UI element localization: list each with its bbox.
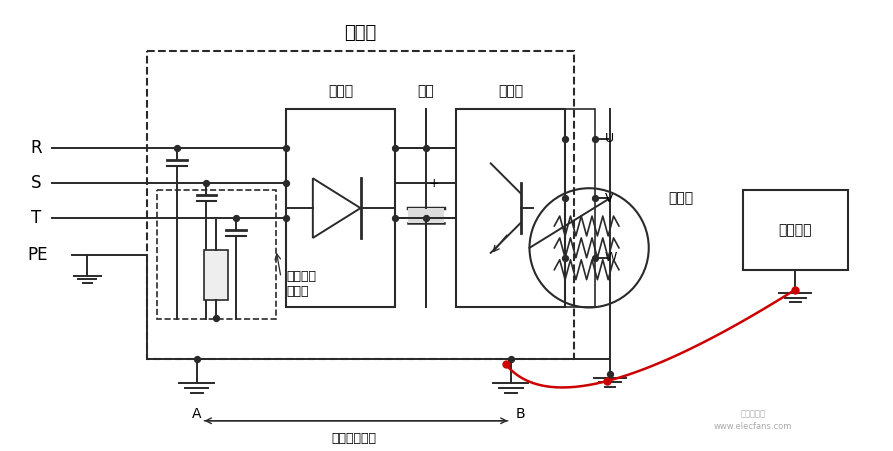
Point — [419, 214, 433, 221]
Point — [279, 214, 293, 221]
Point — [603, 370, 617, 377]
Point — [189, 355, 204, 363]
Bar — [456, 109, 565, 308]
Point — [388, 145, 403, 152]
Text: U: U — [605, 132, 614, 145]
Point — [498, 360, 513, 368]
Bar — [286, 109, 396, 308]
Point — [209, 315, 223, 322]
Text: V: V — [605, 192, 613, 205]
Point — [789, 286, 803, 293]
Bar — [146, 51, 574, 359]
Point — [504, 355, 518, 363]
Text: 逆变桥: 逆变桥 — [498, 84, 523, 98]
Point — [279, 179, 293, 187]
Text: T: T — [30, 209, 41, 227]
Point — [279, 145, 293, 152]
Text: 机械设备: 机械设备 — [779, 223, 812, 237]
Text: 感应浪涌
滤波器: 感应浪涌 滤波器 — [286, 270, 316, 298]
Point — [558, 194, 572, 202]
Point — [170, 145, 184, 152]
Text: 变频器接地端: 变频器接地端 — [331, 432, 376, 445]
Bar — [408, 208, 444, 223]
Text: R: R — [30, 139, 42, 157]
Point — [600, 377, 614, 385]
Text: S: S — [30, 174, 41, 192]
Text: PE: PE — [28, 246, 48, 264]
Text: B: B — [515, 407, 525, 421]
Point — [419, 145, 433, 152]
Bar — [157, 190, 276, 319]
Text: 电子发烧友: 电子发烧友 — [740, 410, 765, 419]
Bar — [565, 109, 595, 308]
Point — [230, 214, 244, 221]
Point — [558, 135, 572, 142]
Text: 电动机: 电动机 — [669, 191, 694, 205]
Point — [558, 254, 572, 262]
Point — [588, 135, 602, 142]
Text: 电容: 电容 — [417, 84, 434, 98]
Text: +: + — [429, 177, 438, 190]
Text: 变频器: 变频器 — [345, 24, 377, 42]
Bar — [743, 190, 847, 270]
Text: 整流桥: 整流桥 — [328, 84, 354, 98]
Point — [588, 254, 602, 262]
Text: A: A — [192, 407, 201, 421]
Point — [588, 194, 602, 202]
Point — [199, 179, 213, 187]
Point — [388, 214, 403, 221]
Text: www.elecfans.com: www.elecfans.com — [714, 422, 792, 431]
Bar — [204, 250, 229, 299]
Text: W: W — [605, 251, 617, 264]
